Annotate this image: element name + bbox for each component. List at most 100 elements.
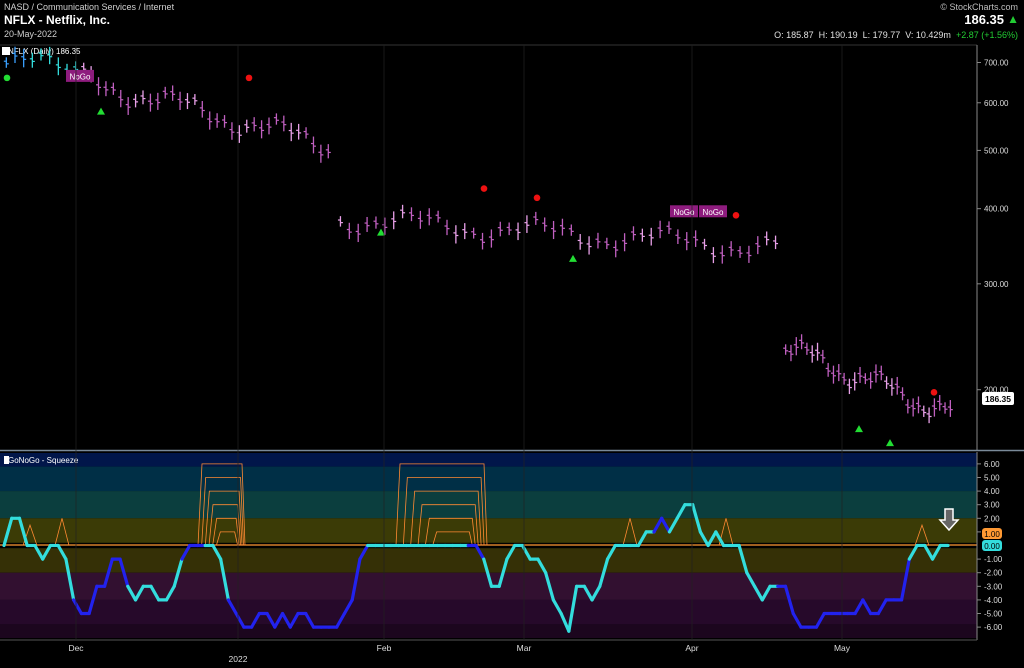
badge-upper: 1.00 [982,528,1002,539]
oscillator-line-segment [760,584,772,602]
sell-signal-dot [245,74,253,82]
oscillator-line-segment [930,543,942,561]
oscillator-line-segment [590,584,602,602]
oscillator-line-segment [133,584,145,602]
x-tick-label: Dec [68,643,84,653]
buy-signal-triangle [855,425,863,433]
buy-signal-dot [3,74,11,82]
buy-signal-triangle [377,228,385,236]
sell-signal-dot [732,211,740,219]
squeeze-grid-line [201,477,244,546]
squeeze-grid-line [212,517,240,546]
squeeze-grid-line [410,490,482,546]
oscillator-line-segment [536,557,548,575]
squeeze-peak [54,518,70,546]
x-axis: Dec 2022 Feb Mar Apr May [68,45,851,664]
osc-tick-label: 3.00 [984,501,1000,510]
oscillator-line-segment [149,584,161,602]
oscillator-line-segment [652,516,664,534]
oscillator-line-segment [172,557,184,588]
squeeze-grid-line [432,531,473,546]
squeeze-peak [718,518,734,546]
oscillator-line-segment [164,584,176,602]
price-bars [3,46,953,424]
oscillator-line-segment [876,598,888,616]
last-price-marker: 186.35 [982,392,1014,405]
open-value: O: 185.87 [774,30,814,40]
oscillator-band [0,599,977,625]
badge-zero: 0.00 [982,540,1002,551]
oscillator-line-segment [907,543,919,561]
oscillator-band [0,453,977,467]
osc-tick-label: -2.00 [984,569,1003,578]
osc-tick-label: 4.00 [984,487,1000,496]
oscillator-line-segment [273,611,285,629]
oscillator-line-segment [814,611,826,629]
nogo-label: NoGo [674,208,695,217]
oscillator-line-segment [752,584,764,602]
oscillator-line-segment [358,543,370,561]
osc-tick-label: 6.00 [984,460,1000,469]
oscillator-line-segment [17,516,29,548]
squeeze-grid-line [197,463,246,546]
sell-signal-dot [930,389,938,396]
oscillator-line-segment [474,543,486,561]
price-tick-label: 300.00 [984,280,1009,289]
oscillator-line-segment [505,543,517,561]
oscillator-band [0,491,977,519]
oscillator-line-segment [342,598,354,616]
brand-credit: © StockCharts.com [940,2,1018,12]
price-tick-label: 500.00 [984,146,1009,155]
low-value: L: 179.77 [862,30,901,40]
squeeze-grid-line [395,463,488,546]
osc-tick-label: -3.00 [984,582,1003,591]
oscillator-line-segment [226,598,238,616]
oscillator-line-segment [559,611,571,633]
oscillator-line-segment [544,571,555,602]
sell-signal-dot [533,194,541,202]
nogo-badge [670,205,698,218]
squeeze-grid-line [215,531,239,546]
nogo-badge [66,69,94,82]
squeeze-grid [22,463,930,546]
x-tick-label: Feb [377,643,392,653]
up-triangle-icon: ▲ [1007,12,1019,26]
change-value: +2.87 (+1.56%) [955,30,1018,40]
oscillator-line-segment [304,611,316,629]
price-signals: NoGo NoGo NoGo [3,69,938,447]
oscillator-line-segment [102,557,114,588]
oscillator-line-segment [698,530,710,548]
oscillator-line-segment [234,611,246,629]
oscillator-line-segment [126,584,138,602]
squeeze-grid-line [204,490,243,546]
oscillator-panel: GoNoGo - Squeeze 6.00 5.00 4.00 3.00 2.00 1.0… [0,452,1003,640]
oscillator-line-segment [64,557,76,602]
oscillator-line-segment [582,584,594,602]
sell-signal-dot [480,185,488,192]
oscillator-line-segment [675,503,687,520]
osc-legend-swatch [4,456,9,464]
osc-tick-label: 2.00 [984,514,1000,523]
price-axis: 700.00 600.00 500.00 400.00 300.00 200.00 [977,59,1009,395]
squeeze-grid-line [208,504,241,546]
oscillator-line-segment [180,543,192,561]
oscillator-line-segment [72,598,83,616]
svg-text:1.00: 1.00 [984,530,1000,539]
squeeze-grid-line [417,504,479,546]
ohlc-readout: O: 185.87 H: 190.19 L: 179.77 V: 10.429m… [774,30,1018,40]
price-tick-label: 400.00 [984,205,1009,214]
osc-tick-label: -6.00 [984,623,1003,632]
oscillator-line-segment [56,543,68,561]
price-tick-label: 600.00 [984,99,1009,108]
squeeze-peak [914,523,930,546]
last-price-tag: 186.35 [985,394,1011,404]
oscillator-line-segment [636,530,648,548]
squeeze-grid-line [402,477,485,546]
oscillator-line-segment [605,543,617,561]
squeeze-grid-line [424,517,476,546]
oscillator-band [0,548,977,573]
nogo-label: NoGo [703,208,724,217]
osc-tick-label: -4.00 [984,596,1003,605]
oscillator-line-segment [899,557,911,602]
oscillator-line-segment [706,530,718,548]
